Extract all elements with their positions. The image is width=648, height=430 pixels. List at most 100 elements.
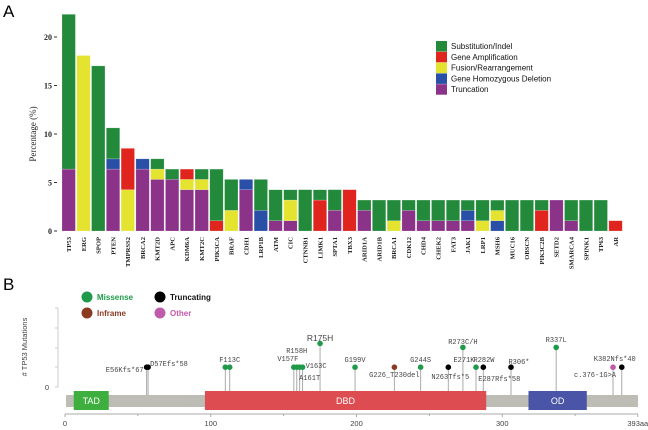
- x-tick-label: ERG: [81, 237, 88, 251]
- bar-segment-chd4-substitution-indel: [416, 199, 431, 221]
- x-tick-label: SPOP: [96, 237, 103, 254]
- bar-area: [61, 14, 623, 232]
- bar-segment-lrp1-substitution-indel: [475, 199, 490, 221]
- mutation-label: G226_T230del: [369, 372, 419, 380]
- x-tick-label: JAK1: [465, 237, 472, 253]
- lollipop-stems: [146, 343, 623, 395]
- x-tick-label: CDK12: [406, 236, 413, 258]
- bar-segment-cic-fusion-rearrangement: [283, 199, 298, 221]
- bar-segment-brca1-substitution-indel: [386, 199, 401, 221]
- x-tick-label: SPINK1: [583, 237, 590, 260]
- domain-dbd: [204, 391, 487, 410]
- bar-segment-braf-fusion-rearrangement: [224, 210, 239, 232]
- lollipop-x-ticks: 0 100 200 300 393aa: [63, 414, 648, 428]
- x-tick-label: CTNNB1: [302, 237, 309, 263]
- x-tick-label: TP63: [598, 236, 605, 252]
- y-tick-label: 0: [48, 227, 52, 236]
- x-tick-label: FAT3: [450, 236, 457, 252]
- domain-label: DBD: [336, 396, 356, 406]
- x-tick-label: KMT2C: [199, 237, 206, 261]
- x-tick-label: LRP1B: [258, 236, 265, 257]
- lollipop-head-truncating: [480, 364, 487, 371]
- bar-segment-pten-truncation: [106, 168, 120, 232]
- bar-segment-arid1b-substitution-indel: [372, 199, 387, 232]
- mutation-label: R282W: [474, 357, 496, 365]
- legend-swatch: [436, 41, 447, 52]
- bar-segment-atm-substitution-indel: [268, 189, 283, 221]
- legend-label: Other: [170, 309, 191, 318]
- lollipop-head-truncating: [618, 364, 625, 371]
- bar-segment-kmt2d-substitution-indel: [150, 158, 165, 170]
- mutation-label: R175H: [307, 333, 333, 343]
- x-tick-label: AR: [613, 237, 620, 247]
- mutation-label: F113C: [219, 357, 240, 365]
- bar-segment-cdh1-truncation: [239, 189, 254, 232]
- x-tick-label: 393aa: [627, 419, 648, 428]
- x-tick-label: CDH1: [243, 237, 250, 255]
- bar-segment-tp63-substitution-indel: [593, 199, 608, 232]
- lollipop-head-missense: [553, 344, 559, 351]
- x-tick-label: OBSCN: [524, 237, 531, 260]
- bar-segment-kmt2c-fusion-rearrangement: [194, 179, 209, 190]
- x-tick-label: TP53: [66, 236, 73, 252]
- bar-segment-tbx3-gene-amplification: [342, 189, 357, 232]
- bar-segment-ctnnb1-substitution-indel: [298, 189, 313, 232]
- x-tick-label: BRAF: [229, 237, 236, 255]
- legend-label: Truncating: [170, 293, 211, 302]
- bar-segment-apc-substitution-indel: [165, 168, 180, 180]
- legend-swatch: [436, 62, 447, 74]
- mutation-label: A161T: [299, 375, 320, 383]
- x-tick-label: ARID1A: [362, 237, 369, 262]
- y-tick-label: 5: [48, 179, 52, 188]
- mutation-label: D57Efs*58: [150, 361, 188, 369]
- mutation-legend: Missense Truncating Inframe Other: [81, 291, 211, 319]
- bar-segment-lrp1b-gene-homozygous-deletion: [253, 210, 268, 232]
- bar-segment-lrp1-fusion-rearrangement: [475, 220, 490, 232]
- x-tick-label: PTEN: [110, 237, 117, 255]
- x-tick-label: PIK3C2B: [539, 236, 546, 264]
- bar-segment-cic-substitution-indel: [283, 189, 298, 201]
- x-tick-label: CHD4: [421, 236, 428, 255]
- bar-segment-kmt2d-truncation: [150, 179, 165, 232]
- x-tick-label: SPTA1: [332, 237, 339, 257]
- bar-segment-cdh1-gene-homozygous-deletion: [239, 179, 254, 190]
- lollipop-head-missense: [352, 364, 358, 371]
- mutation-label: R337L: [546, 337, 567, 345]
- bar-segment-arid1a-truncation: [357, 210, 372, 232]
- x-axis-tick-labels: TP53 ERG SPOP PTEN TMPRSS2 BRCA2 KMT2D APC KDM6A…: [66, 236, 620, 269]
- lollipop-head-truncating: [145, 364, 151, 371]
- bar-segment-apc-truncation: [165, 179, 180, 232]
- x-tick-label: 300: [496, 419, 509, 428]
- bar-segment-muc16-substitution-indel: [505, 199, 520, 232]
- x-tick-label: 0: [63, 419, 67, 428]
- bar-segment-kdm6a-fusion-rearrangement: [179, 179, 194, 190]
- bar-segment-kdm6a-gene-amplification: [179, 168, 194, 180]
- bar-segment-kmt2c-substitution-indel: [194, 168, 209, 180]
- legend-label: Gene Amplification: [451, 53, 518, 62]
- legend-truncating-icon: [154, 291, 166, 303]
- lollipop-head-missense: [473, 364, 479, 371]
- bar-segment-pik3c2b-gene-amplification: [534, 210, 549, 232]
- bar-segment-smarca4-substitution-indel: [564, 199, 579, 221]
- mutation-label: G244S: [410, 357, 431, 365]
- bar-segment-spink1-substitution-indel: [579, 199, 593, 232]
- legend-swatch: [436, 84, 447, 95]
- y-tick-label: 10: [44, 130, 52, 139]
- bar-segment-chd4-truncation: [416, 220, 431, 232]
- bar-segment-brca1-fusion-rearrangement: [386, 220, 401, 232]
- x-tick-label: SETD2: [554, 236, 561, 257]
- bar-segment-smarca4-truncation: [564, 220, 579, 232]
- bar-segment-atm-truncation: [268, 220, 283, 232]
- x-tick-label: KMT2D: [155, 237, 162, 261]
- x-tick-label: TMPRSS2: [125, 236, 132, 267]
- legend-label: Inframe: [97, 309, 126, 318]
- mutation-label: E271K: [453, 357, 475, 365]
- bar-segment-fat3-substitution-indel: [446, 199, 460, 221]
- mutation-label: E56Kfs*67: [106, 367, 144, 375]
- legend-label: Gene Homozygous Deletion: [451, 74, 551, 83]
- mutation-label: E287Rfs*58: [478, 376, 520, 384]
- domain-od: [528, 391, 587, 410]
- bar-segment-cic-truncation: [283, 220, 298, 232]
- mutation-label: V157F: [277, 356, 298, 364]
- mutation-label: K382Nfs*40: [594, 356, 636, 364]
